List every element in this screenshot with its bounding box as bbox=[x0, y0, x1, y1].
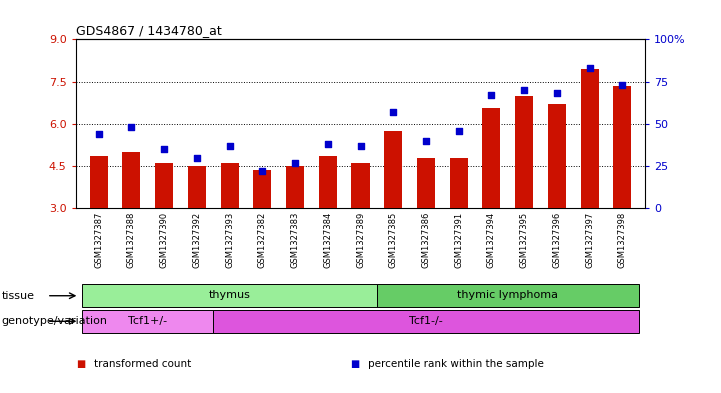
Text: GSM1327396: GSM1327396 bbox=[552, 212, 562, 268]
Text: GDS4867 / 1434780_at: GDS4867 / 1434780_at bbox=[76, 24, 221, 37]
Text: GSM1327383: GSM1327383 bbox=[291, 212, 299, 268]
Bar bbox=[516, 95, 533, 208]
Bar bbox=[450, 158, 468, 208]
Point bbox=[191, 154, 203, 161]
Text: GSM1327393: GSM1327393 bbox=[225, 212, 234, 268]
Point bbox=[584, 65, 596, 71]
Point bbox=[257, 168, 268, 174]
Point bbox=[355, 143, 366, 149]
Text: GSM1327388: GSM1327388 bbox=[127, 212, 136, 268]
Text: genotype/variation: genotype/variation bbox=[1, 316, 107, 326]
Text: GSM1327385: GSM1327385 bbox=[389, 212, 398, 268]
Bar bbox=[352, 163, 369, 208]
Point bbox=[93, 131, 105, 137]
Bar bbox=[377, 284, 639, 307]
Text: GSM1327384: GSM1327384 bbox=[323, 212, 332, 268]
Text: GSM1327398: GSM1327398 bbox=[618, 212, 627, 268]
Bar bbox=[89, 156, 107, 208]
Text: tissue: tissue bbox=[1, 291, 35, 301]
Point bbox=[551, 90, 562, 97]
Text: GSM1327394: GSM1327394 bbox=[487, 212, 496, 268]
Bar bbox=[82, 284, 377, 307]
Text: ■: ■ bbox=[350, 360, 359, 369]
Bar bbox=[614, 86, 632, 208]
Text: Tcf1-/-: Tcf1-/- bbox=[409, 316, 443, 326]
Point bbox=[224, 143, 235, 149]
Text: thymus: thymus bbox=[208, 290, 250, 300]
Bar bbox=[188, 166, 205, 208]
Bar bbox=[253, 170, 271, 208]
Point bbox=[322, 141, 334, 147]
Bar bbox=[482, 108, 500, 208]
Point bbox=[453, 127, 464, 134]
Bar bbox=[221, 163, 239, 208]
Text: GSM1327386: GSM1327386 bbox=[422, 212, 430, 268]
Point bbox=[289, 160, 301, 166]
Text: GSM1327382: GSM1327382 bbox=[258, 212, 267, 268]
Text: GSM1327395: GSM1327395 bbox=[520, 212, 528, 268]
Point bbox=[616, 82, 628, 88]
Text: ■: ■ bbox=[76, 360, 85, 369]
Text: GSM1327389: GSM1327389 bbox=[356, 212, 365, 268]
Bar bbox=[123, 152, 141, 208]
Bar bbox=[417, 158, 435, 208]
Text: Tcf1+/-: Tcf1+/- bbox=[128, 316, 167, 326]
Text: GSM1327391: GSM1327391 bbox=[454, 212, 463, 268]
Text: GSM1327390: GSM1327390 bbox=[159, 212, 169, 268]
Text: GSM1327397: GSM1327397 bbox=[585, 212, 594, 268]
Bar bbox=[155, 163, 173, 208]
Point bbox=[518, 87, 530, 93]
Point bbox=[387, 109, 399, 115]
Point bbox=[486, 92, 497, 98]
Point bbox=[125, 124, 137, 130]
Bar bbox=[82, 310, 213, 333]
Text: transformed count: transformed count bbox=[94, 360, 191, 369]
Text: percentile rank within the sample: percentile rank within the sample bbox=[368, 360, 544, 369]
Bar bbox=[384, 131, 402, 208]
Bar bbox=[548, 104, 566, 208]
Text: thymic lymphoma: thymic lymphoma bbox=[457, 290, 558, 300]
Text: GSM1327392: GSM1327392 bbox=[193, 212, 201, 268]
Point bbox=[159, 146, 170, 152]
Bar bbox=[580, 69, 598, 208]
Point bbox=[420, 138, 432, 144]
Bar bbox=[319, 156, 337, 208]
Text: GSM1327387: GSM1327387 bbox=[94, 212, 103, 268]
Bar bbox=[286, 166, 304, 208]
Bar bbox=[213, 310, 639, 333]
